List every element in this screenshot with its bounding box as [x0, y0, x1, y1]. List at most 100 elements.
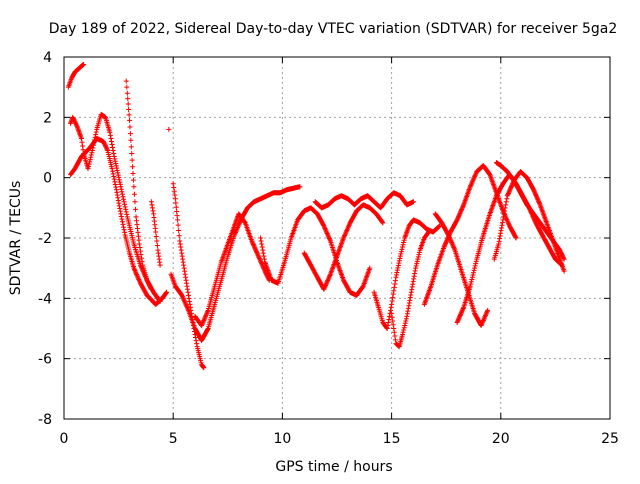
- data-point: [157, 262, 163, 268]
- data-point: [85, 166, 91, 172]
- data-point: [252, 246, 258, 252]
- data-point: [458, 311, 464, 317]
- data-point: [119, 191, 125, 197]
- data-point: [107, 129, 113, 135]
- data-point: [123, 78, 129, 84]
- data-point: [390, 295, 396, 301]
- data-point: [414, 261, 420, 267]
- data-point: [131, 184, 137, 190]
- data-point: [400, 332, 406, 338]
- data-point: [558, 249, 564, 255]
- data-point: [508, 185, 514, 191]
- data-point: [74, 122, 80, 128]
- data-point: [390, 318, 396, 324]
- data-point: [392, 333, 398, 339]
- data-point: [193, 338, 199, 344]
- data-point: [379, 219, 385, 225]
- data-point: [441, 244, 447, 250]
- data-point: [115, 170, 121, 176]
- data-point: [90, 142, 96, 148]
- data-point: [391, 329, 397, 335]
- data-point: [252, 245, 258, 251]
- series-track-12: [371, 217, 443, 331]
- data-point: [560, 254, 566, 260]
- data-point: [460, 204, 466, 210]
- data-point: [508, 183, 514, 189]
- data-point: [454, 319, 460, 325]
- data-point: [124, 211, 130, 217]
- data-point: [468, 279, 474, 285]
- data-point: [127, 117, 133, 123]
- data-point: [118, 186, 124, 192]
- y-tick-label: -2: [38, 231, 52, 247]
- data-point: [119, 219, 125, 225]
- data-point: [457, 210, 463, 216]
- data-point: [114, 167, 120, 173]
- data-point: [455, 317, 461, 323]
- data-point: [425, 230, 431, 236]
- data-point: [125, 96, 131, 102]
- data-point: [129, 151, 135, 157]
- data-point: [126, 106, 132, 112]
- y-tick-label: -6: [38, 352, 52, 368]
- data-point: [537, 201, 543, 207]
- data-point: [137, 248, 143, 254]
- data-point: [531, 187, 537, 193]
- data-point: [392, 281, 398, 287]
- data-point: [117, 179, 123, 185]
- data-point: [111, 176, 117, 182]
- data-point: [413, 263, 419, 269]
- data-point: [251, 243, 257, 249]
- data-point: [459, 205, 465, 211]
- data-point: [260, 247, 266, 253]
- data-point: [561, 255, 567, 261]
- data-point: [127, 124, 133, 130]
- data-point: [457, 314, 463, 320]
- data-point: [258, 235, 264, 241]
- x-tick-label: 5: [169, 431, 178, 447]
- data-point: [456, 213, 462, 219]
- data-point: [80, 143, 86, 149]
- data-point: [533, 191, 539, 197]
- data-point: [101, 141, 107, 147]
- data-point: [174, 208, 180, 214]
- data-point: [398, 249, 404, 255]
- data-point: [253, 248, 259, 254]
- data-point: [392, 337, 398, 343]
- data-point: [133, 206, 139, 212]
- data-point: [112, 158, 118, 164]
- y-tick-label: -8: [38, 412, 52, 428]
- data-point: [259, 241, 265, 247]
- data-point: [149, 202, 155, 208]
- data-point: [389, 301, 395, 307]
- y-tick-label: 2: [43, 110, 52, 126]
- data-point: [505, 190, 511, 196]
- data-point: [71, 118, 77, 124]
- data-point: [392, 278, 398, 284]
- data-point: [457, 211, 463, 217]
- data-point: [460, 306, 466, 312]
- data-point: [249, 238, 255, 244]
- data-point: [122, 204, 128, 210]
- tick-layer: 0 5 10 15 20 25 -8 -6 -4 -2 0 2 4: [38, 50, 619, 447]
- data-point: [403, 318, 409, 324]
- series-track-18: [493, 160, 567, 262]
- data-point: [81, 62, 87, 68]
- data-point: [415, 254, 421, 260]
- data-point: [470, 272, 476, 278]
- data-point: [79, 139, 85, 145]
- data-point: [129, 157, 135, 163]
- data-point: [249, 239, 255, 245]
- data-point: [401, 237, 407, 243]
- series-track-05: [148, 199, 163, 268]
- data-point: [107, 132, 113, 138]
- data-point: [416, 252, 422, 258]
- data-point: [402, 320, 408, 326]
- data-point: [124, 90, 130, 96]
- data-point: [108, 135, 114, 141]
- series-track-09: [258, 205, 373, 298]
- series-track-19: [166, 126, 172, 132]
- data-point: [102, 142, 108, 148]
